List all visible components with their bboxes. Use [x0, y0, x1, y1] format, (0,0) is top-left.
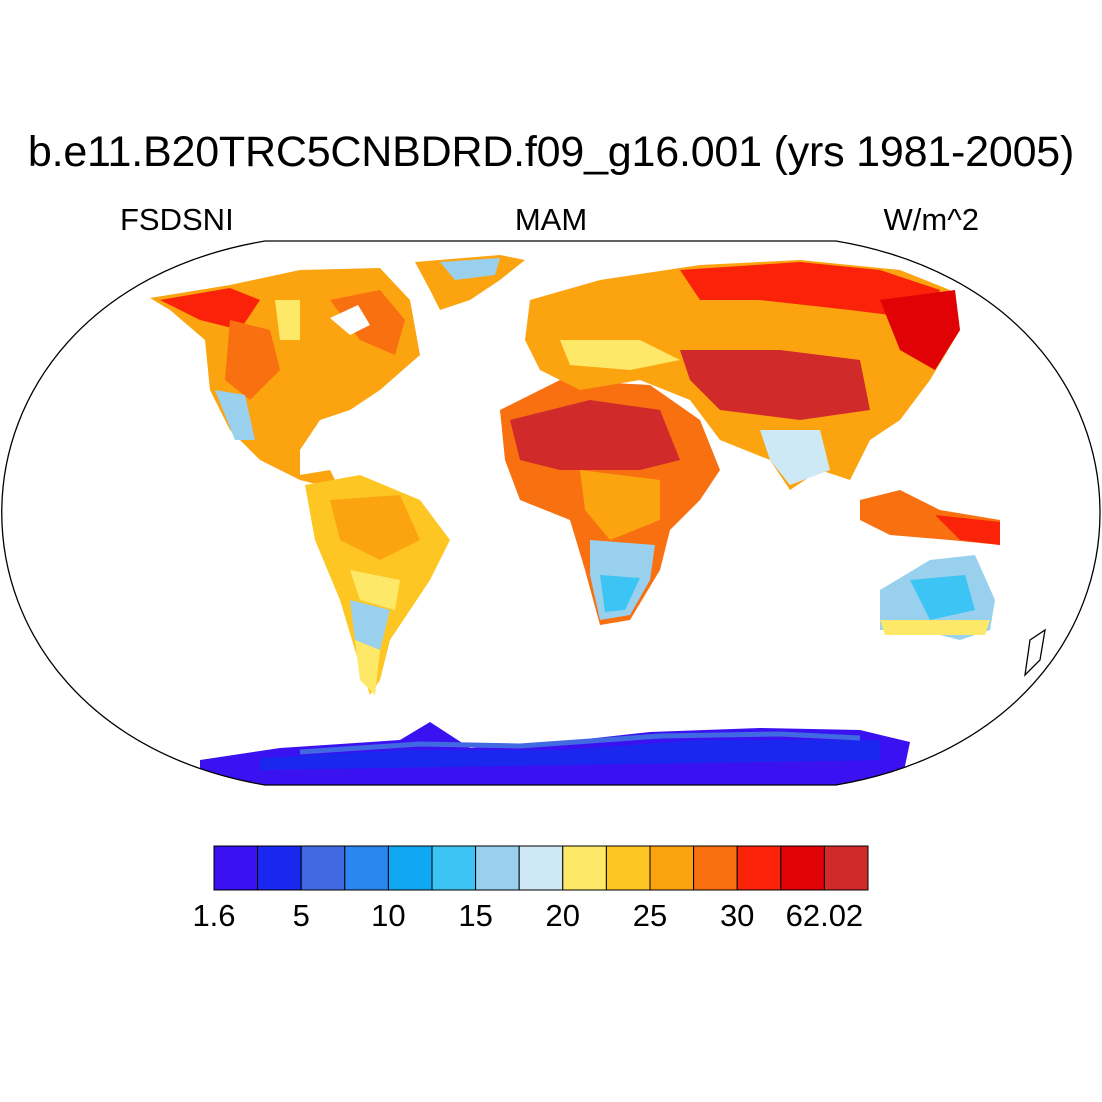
colorbar-label: 15 [458, 898, 493, 933]
colorbar-box-10 [649, 845, 695, 891]
greenland [415, 255, 525, 310]
colorbar-box-12 [736, 845, 782, 891]
colorbar-box-14 [823, 845, 869, 891]
colorbar-box-0 [213, 845, 259, 891]
colorbar-box-1 [257, 845, 302, 891]
colorbar-box-8 [562, 845, 607, 891]
colorbar-box-9 [605, 845, 651, 891]
colorbar-box-11 [693, 845, 738, 891]
colorbar-label: 30 [719, 898, 755, 933]
colorbar-label: 20 [545, 898, 581, 933]
colorbar-label: 25 [632, 898, 668, 933]
colorbar-label: 1.6 [192, 898, 236, 933]
colorbar-box-6 [475, 845, 520, 891]
colorbar-label: 5 [292, 898, 310, 933]
season-label: MAM [514, 202, 588, 237]
colorbar-box-5 [431, 845, 477, 891]
colorbar-box-13 [780, 845, 825, 891]
colorbar-box-4 [387, 845, 433, 891]
colorbar-box-2 [300, 845, 346, 891]
colorbar-label: 10 [371, 898, 406, 933]
colorbar-box-3 [344, 845, 389, 891]
map-border [1, 240, 1101, 786]
units-label: W/m^2 [883, 202, 979, 237]
plot-title: b.e11.B20TRC5CNBDRD.f09_g16.001 (yrs 198… [27, 128, 1075, 176]
colorbar-label: 62.02 [785, 898, 864, 933]
colorbar-box-7 [518, 845, 564, 891]
variable-label: FSDSNI [120, 202, 234, 237]
